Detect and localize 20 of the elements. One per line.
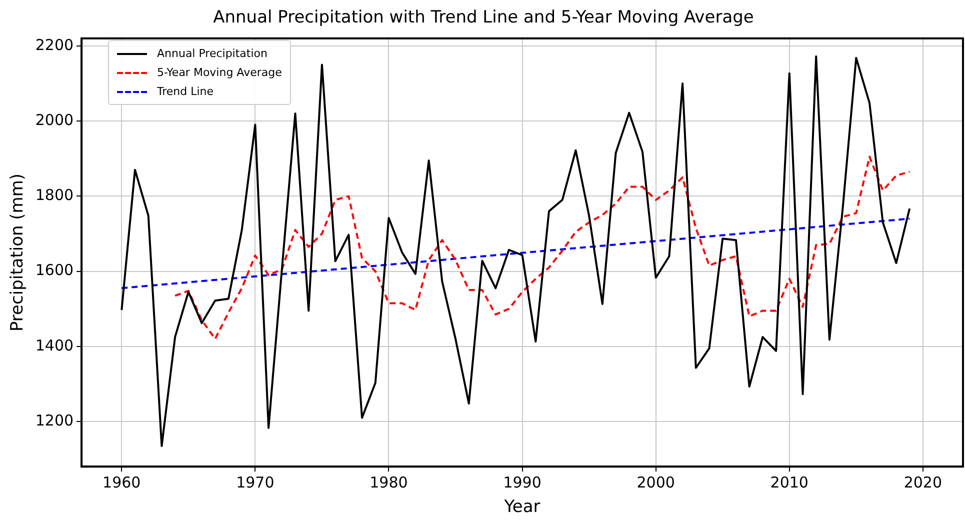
legend-label: Trend Line [157,85,214,98]
x-axis-title: Year [503,497,540,518]
y-axis-title: Precipitation (mm) [8,173,28,332]
line-series [174,156,911,340]
y-tick-label: 2000 [35,110,74,129]
y-tick-label: 1200 [35,411,74,430]
x-tick-label: 1980 [370,473,408,492]
legend-label: 5-Year Moving Average [157,66,282,79]
chart-title: Annual Precipitation with Trend Line and 5-Year Moving Average [213,8,754,28]
y-tick-label: 1800 [35,186,74,204]
x-tick-label: 1970 [236,473,274,492]
x-tick-label: 1990 [503,473,542,492]
x-tick-label: 2020 [904,473,942,492]
y-tick-label: 2200 [35,36,74,54]
y-tick-label: 1600 [35,261,74,280]
y-tick-label: 1400 [35,336,74,354]
x-tick-label: 2010 [770,473,808,492]
legend-label: Annual Precipitation [157,47,268,60]
x-tick-label: 1960 [102,473,141,492]
x-tick-label: 2000 [636,473,675,492]
